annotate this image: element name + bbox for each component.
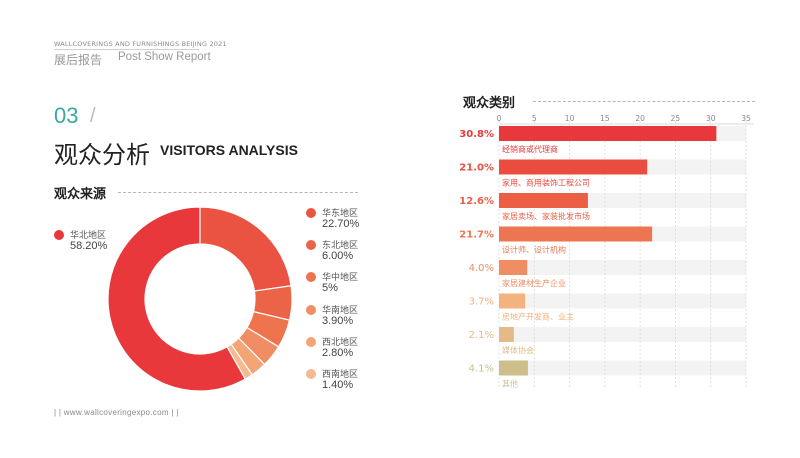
header-small-title: WALLCOVERINGS AND FURNISHINGS BEIJING 20… bbox=[54, 40, 227, 48]
legend-label: 华中地区 bbox=[322, 273, 359, 283]
visitor-source-title: 观众来源 bbox=[54, 187, 107, 202]
legend-value: 2.80% bbox=[322, 347, 354, 359]
section-title-en: VISITORS ANALYSIS bbox=[160, 142, 298, 158]
x-tick-label-7: 35 bbox=[741, 114, 751, 123]
bar-7 bbox=[499, 360, 528, 376]
visitor-source-divider bbox=[118, 192, 358, 193]
legend-dot-icon bbox=[306, 369, 316, 379]
bar-value-label-4: 4.0% bbox=[469, 263, 494, 274]
bar-track-6 bbox=[499, 327, 746, 342]
legend-value: 22.70% bbox=[322, 218, 360, 230]
bar-value-label-6: 2.1% bbox=[469, 330, 494, 341]
bar-2 bbox=[499, 193, 588, 208]
x-tick-label-1: 5 bbox=[532, 114, 537, 123]
legend-label: 华东地区 bbox=[322, 209, 359, 219]
legend-dot-icon bbox=[306, 240, 316, 250]
legend-label: 东北地区 bbox=[322, 241, 359, 251]
bar-value-label-1: 21.0% bbox=[459, 163, 494, 174]
section-slash: / bbox=[90, 105, 96, 127]
bar-category-label-0: 经销商或代理商 bbox=[502, 144, 558, 154]
legend-label: 西北地区 bbox=[322, 338, 359, 348]
x-tick-label-5: 25 bbox=[671, 114, 681, 123]
bar-value-label-5: 3.7% bbox=[469, 297, 494, 308]
x-tick-label-0: 0 bbox=[497, 114, 502, 123]
legend-dot-icon bbox=[306, 305, 316, 315]
bar-1 bbox=[499, 159, 648, 175]
legend-value: 58.20% bbox=[70, 240, 108, 252]
footer-website: | | www.wallcoveringexpo.com | | bbox=[54, 408, 179, 417]
legend-value: 3.90% bbox=[322, 315, 354, 327]
section-title-cn: 观众分析 bbox=[54, 141, 150, 169]
bar-value-label-3: 21.7% bbox=[459, 230, 494, 241]
bar-4 bbox=[499, 260, 528, 275]
report-title-cn: 展后报告 bbox=[54, 53, 103, 67]
bar-5 bbox=[499, 293, 526, 309]
bar-value-label-2: 12.6% bbox=[459, 196, 494, 207]
legend-dot-icon bbox=[306, 208, 316, 218]
bar-track-4 bbox=[499, 260, 746, 275]
legend-label: 华北地区 bbox=[70, 231, 107, 241]
bar-category-label-5: 房地产开发商、业主 bbox=[502, 312, 574, 322]
bar-track-7 bbox=[499, 360, 746, 376]
legend-dot-icon bbox=[306, 272, 316, 282]
legend-dot-icon bbox=[306, 337, 316, 347]
bar-category-label-1: 家用、商用装饰工程公司 bbox=[502, 178, 590, 188]
bar-3 bbox=[499, 226, 653, 242]
donut-slice-6 bbox=[226, 343, 254, 380]
legend-value: 1.40% bbox=[322, 379, 354, 391]
legend-value: 6.00% bbox=[322, 250, 354, 262]
donut-slice-0 bbox=[107, 206, 247, 392]
bar-track-5 bbox=[499, 293, 746, 309]
x-tick-label-3: 15 bbox=[600, 114, 610, 123]
bar-value-label-7: 4.1% bbox=[469, 364, 494, 375]
section-number: 03 bbox=[54, 103, 79, 128]
bar-category-label-6: 媒体协会 bbox=[502, 345, 534, 355]
header-divider bbox=[54, 49, 199, 50]
bar-category-label-3: 设计师、设计机构 bbox=[502, 245, 566, 255]
bar-category-label-4: 家居建材生产企业 bbox=[502, 278, 566, 288]
bar-0 bbox=[499, 126, 717, 141]
legend-label: 西南地区 bbox=[322, 370, 359, 380]
report-title-en: Post Show Report bbox=[118, 51, 211, 63]
legend-dot-icon bbox=[54, 230, 64, 240]
x-tick-label-6: 30 bbox=[706, 114, 716, 123]
bar-value-label-0: 30.8% bbox=[459, 129, 494, 140]
bar-category-label-7: 其他 bbox=[502, 379, 518, 389]
bar-category-label-2: 家居卖场、家装批发市场 bbox=[502, 211, 590, 221]
legend-label: 华南地区 bbox=[322, 306, 359, 316]
visitor-category-title: 观众类别 bbox=[463, 96, 516, 111]
legend-value: 5% bbox=[322, 282, 338, 294]
bar-6 bbox=[499, 327, 514, 342]
x-tick-label-2: 10 bbox=[565, 114, 575, 123]
x-tick-label-4: 20 bbox=[635, 114, 645, 123]
visitor-category-divider bbox=[533, 101, 755, 102]
